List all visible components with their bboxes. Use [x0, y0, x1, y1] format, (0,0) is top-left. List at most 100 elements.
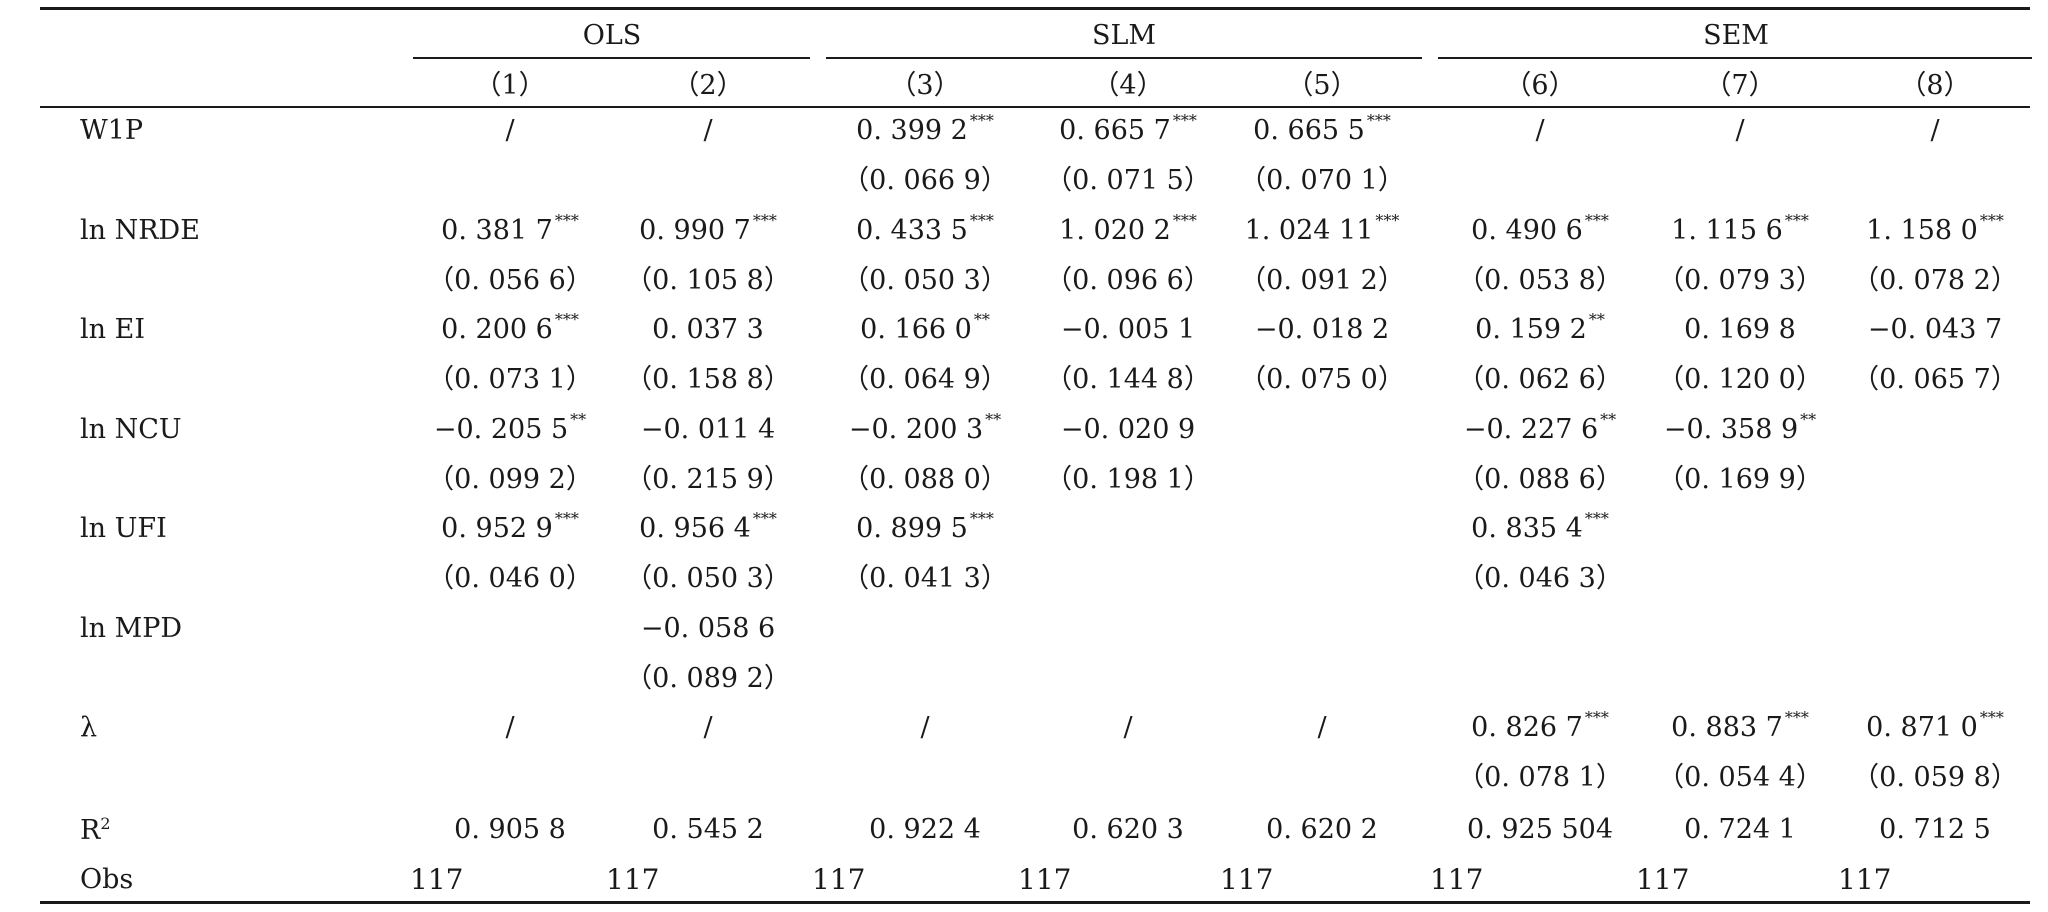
significance-stars: *** [969, 210, 994, 230]
coefficient-cell: 0. 883 7 *** [1671, 710, 1809, 742]
r-squared-value: 0. 724 1 [1684, 814, 1796, 845]
coefficient-cell: 1. 024 11 *** [1245, 212, 1400, 244]
coefficient-cell: −0. 227 6 ** [1464, 411, 1616, 443]
significance-stars: *** [554, 210, 579, 230]
column-header: （3） [889, 70, 961, 101]
standard-error-cell: （0. 088 0） [842, 463, 1008, 495]
standard-error-cell: （0. 046 0） [427, 563, 593, 594]
coefficient-cell: 1. 020 2 *** [1059, 212, 1197, 246]
standard-error-cell: （0. 059 8） [1852, 762, 2018, 793]
coefficient-value: −0. 020 9 [1060, 413, 1196, 445]
r-squared-value: 0. 620 3 [1072, 814, 1184, 845]
standard-error-cell: （0. 091 2） [1239, 264, 1405, 296]
column-header: （4） [1092, 70, 1164, 101]
coefficient-value: / [1930, 115, 1940, 146]
coefficient-value: −0. 205 5 [433, 413, 569, 445]
coefficient-cell: / [1930, 117, 1939, 144]
r-squared-label: R2 [80, 816, 111, 845]
obs-value: 117 [812, 863, 866, 896]
standard-error-cell: （0. 215 9） [625, 463, 791, 495]
r-squared-value: 0. 922 4 [869, 814, 981, 845]
coefficient-value: 0. 200 6 [441, 314, 553, 345]
standard-error-cell: （0. 062 6） [1457, 364, 1623, 395]
significance-stars: ** [985, 409, 1002, 429]
coefficient-cell: −0. 043 7 [1868, 316, 2002, 343]
significance-stars: *** [752, 210, 777, 230]
significance-stars: *** [1584, 509, 1609, 528]
coefficient-value: 0. 490 6 [1471, 214, 1583, 246]
coefficient-value: −0. 005 1 [1060, 314, 1196, 345]
obs-value: 117 [1636, 863, 1690, 896]
column-header: （8） [1899, 70, 1971, 101]
significance-stars: *** [1784, 210, 1809, 230]
standard-error-cell: （0. 056 6） [427, 264, 593, 296]
coefficient-cell: 0. 166 0 ** [860, 312, 990, 345]
significance-stars: ** [1800, 409, 1817, 429]
coefficient-cell: / [703, 714, 712, 741]
ols-group-rule [413, 57, 810, 59]
significance-stars: *** [1784, 708, 1809, 727]
coefficient-value: −0. 011 4 [640, 413, 776, 445]
coefficient-value: 0. 381 7 [441, 214, 553, 246]
coefficient-value: 0. 826 7 [1471, 712, 1583, 743]
coefficient-cell: −0. 018 2 [1255, 316, 1389, 343]
coefficient-value: 0. 956 4 [639, 513, 751, 544]
coefficient-cell: 0. 835 4 *** [1471, 511, 1609, 543]
obs-value: 117 [1838, 863, 1892, 896]
row-label: ln NRDE [80, 214, 200, 246]
standard-error-cell: （0. 078 2） [1852, 264, 2018, 296]
standard-error-cell: （0. 064 9） [842, 364, 1008, 395]
standard-error-cell: （0. 198 1） [1045, 463, 1211, 495]
obs-value: 117 [1018, 863, 1072, 896]
obs-value: 117 [1220, 863, 1274, 896]
coefficient-cell: 0. 952 9 *** [441, 511, 579, 543]
significance-stars: *** [1584, 708, 1609, 727]
coefficient-value: / [703, 712, 713, 743]
column-header: （1） [474, 70, 546, 101]
coefficient-value: / [1123, 712, 1133, 743]
standard-error-cell: （0. 075 0） [1239, 364, 1405, 395]
coefficient-cell: −0. 005 1 [1061, 316, 1195, 343]
standard-error-cell: （0. 065 7） [1852, 364, 2018, 395]
coefficient-value: 1. 115 6 [1671, 214, 1783, 246]
group-header-slm: SLM [1091, 20, 1157, 51]
coefficient-cell: 1. 158 0 *** [1866, 212, 2004, 246]
coefficient-cell: 0. 381 7 *** [441, 212, 579, 246]
standard-error-cell: （0. 120 0） [1657, 364, 1823, 395]
coefficient-value: −0. 200 3 [848, 413, 984, 445]
obs-value: 117 [606, 863, 660, 896]
coefficient-cell: / [703, 117, 712, 144]
standard-error-cell: （0. 050 3） [842, 264, 1008, 296]
column-header: （7） [1704, 70, 1776, 101]
standard-error-cell: （0. 066 9） [842, 165, 1008, 196]
coefficient-cell: 0. 665 5 *** [1253, 113, 1391, 145]
coefficient-value: 0. 166 0 [860, 314, 972, 345]
coefficient-value: 0. 990 7 [639, 214, 751, 246]
top-rule [40, 7, 2030, 10]
coefficient-cell: / [1317, 714, 1326, 741]
coefficient-value: 1. 020 2 [1059, 214, 1171, 246]
coefficient-value: −0. 018 2 [1254, 314, 1390, 345]
standard-error-cell: （0. 041 3） [842, 563, 1008, 594]
coefficient-value: / [505, 712, 515, 743]
coefficient-cell: 0. 956 4 *** [639, 511, 777, 544]
coefficient-value: 0. 037 3 [652, 314, 764, 345]
standard-error-cell: （0. 071 5） [1045, 165, 1211, 196]
r-squared-value: 0. 545 2 [652, 814, 764, 845]
coefficient-cell: −0. 020 9 [1061, 416, 1195, 443]
coefficient-cell: 0. 871 0 *** [1866, 710, 2004, 742]
coefficient-value: / [920, 712, 930, 743]
standard-error-cell: （0. 054 4） [1657, 762, 1823, 793]
row-label: ln NCU [80, 413, 182, 445]
coefficient-cell: 0. 169 8 [1684, 316, 1796, 343]
standard-error-cell: （0. 096 6） [1045, 264, 1211, 296]
coefficient-cell: 0. 899 5 *** [856, 511, 994, 543]
significance-stars: ** [1600, 409, 1617, 429]
significance-stars: *** [1172, 111, 1197, 130]
coefficient-value: 1. 158 0 [1866, 214, 1978, 246]
standard-error-cell: （0. 099 2） [427, 463, 593, 495]
row-label: W1P [80, 115, 144, 146]
coefficient-value: / [505, 115, 515, 146]
coefficient-cell: 0. 433 5 *** [856, 212, 994, 244]
coefficient-cell: −0. 358 9 ** [1664, 411, 1816, 443]
